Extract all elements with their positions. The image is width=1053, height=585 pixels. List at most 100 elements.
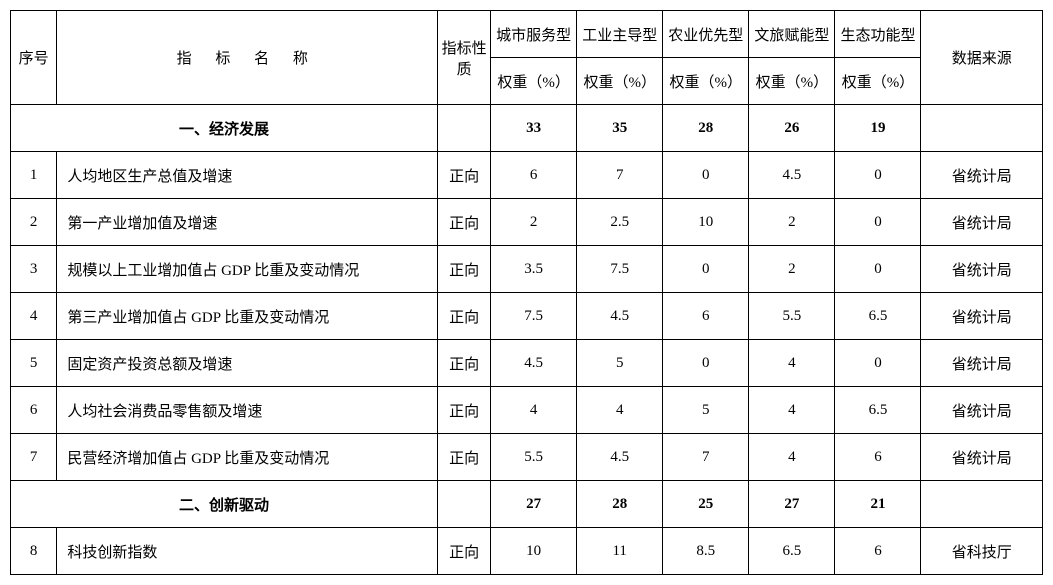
table-row: 7民营经济增加值占 GDP 比重及变动情况正向5.54.5746省统计局 [11,434,1043,481]
header-weight-0: 权重（%） [491,58,577,105]
cell-weight: 4 [749,434,835,481]
cell-weight: 6 [835,528,921,575]
cell-seq: 3 [11,246,57,293]
cell-weight: 4.5 [491,340,577,387]
section-title: 一、经济发展 [11,105,438,152]
header-weight-3: 权重（%） [749,58,835,105]
cell-weight: 6 [835,434,921,481]
cell-name: 规模以上工业增加值占 GDP 比重及变动情况 [57,246,438,293]
section-source-empty [921,105,1043,152]
table-row: 3规模以上工业增加值占 GDP 比重及变动情况正向3.57.5020省统计局 [11,246,1043,293]
cell-source: 省统计局 [921,152,1043,199]
cell-weight: 6.5 [749,528,835,575]
header-type-2: 农业优先型 [663,11,749,58]
cell-name: 民营经济增加值占 GDP 比重及变动情况 [57,434,438,481]
cell-source: 省科技厅 [921,528,1043,575]
cell-weight: 10 [491,528,577,575]
cell-weight: 6 [491,152,577,199]
cell-weight: 8.5 [663,528,749,575]
cell-weight: 4.5 [577,293,663,340]
cell-weight: 5.5 [749,293,835,340]
cell-name: 第三产业增加值占 GDP 比重及变动情况 [57,293,438,340]
cell-source: 省统计局 [921,293,1043,340]
header-seq: 序号 [11,11,57,105]
cell-weight: 4 [491,387,577,434]
cell-source: 省统计局 [921,199,1043,246]
cell-weight: 2 [749,199,835,246]
cell-source: 省统计局 [921,387,1043,434]
cell-weight: 0 [835,199,921,246]
cell-weight: 7.5 [491,293,577,340]
cell-weight: 0 [835,340,921,387]
cell-nature: 正向 [438,340,491,387]
cell-weight: 4.5 [577,434,663,481]
cell-weight: 11 [577,528,663,575]
header-type-4: 生态功能型 [835,11,921,58]
header-type-1: 工业主导型 [577,11,663,58]
header-type-0: 城市服务型 [491,11,577,58]
cell-weight: 0 [663,152,749,199]
table-row: 1人均地区生产总值及增速正向6704.50省统计局 [11,152,1043,199]
section-weight: 26 [749,105,835,152]
cell-nature: 正向 [438,434,491,481]
cell-name: 人均地区生产总值及增速 [57,152,438,199]
cell-weight: 6.5 [835,387,921,434]
table-row: 5固定资产投资总额及增速正向4.55040省统计局 [11,340,1043,387]
cell-seq: 8 [11,528,57,575]
header-source: 数据来源 [921,11,1043,105]
cell-weight: 3.5 [491,246,577,293]
table-header: 序号 指 标 名 称 指标性质 城市服务型 工业主导型 农业优先型 文旅赋能型 … [11,11,1043,105]
cell-weight: 0 [663,246,749,293]
section-source-empty [921,481,1043,528]
cell-name: 固定资产投资总额及增速 [57,340,438,387]
section-weight: 27 [749,481,835,528]
cell-weight: 10 [663,199,749,246]
cell-weight: 2 [749,246,835,293]
section-weight: 19 [835,105,921,152]
cell-weight: 6.5 [835,293,921,340]
cell-weight: 5.5 [491,434,577,481]
table-row: 8科技创新指数正向10118.56.56省科技厅 [11,528,1043,575]
cell-nature: 正向 [438,293,491,340]
cell-weight: 0 [835,152,921,199]
table-body: 一、经济发展33352826191人均地区生产总值及增速正向6704.50省统计… [11,105,1043,575]
cell-seq: 5 [11,340,57,387]
header-weight-4: 权重（%） [835,58,921,105]
header-weight-1: 权重（%） [577,58,663,105]
section-weight: 28 [577,481,663,528]
cell-weight: 2.5 [577,199,663,246]
cell-name: 第一产业增加值及增速 [57,199,438,246]
cell-weight: 7 [663,434,749,481]
section-weight: 33 [491,105,577,152]
header-nature: 指标性质 [438,11,491,105]
cell-seq: 7 [11,434,57,481]
section-weight: 28 [663,105,749,152]
cell-weight: 6 [663,293,749,340]
cell-seq: 4 [11,293,57,340]
section-weight: 35 [577,105,663,152]
cell-weight: 4.5 [749,152,835,199]
cell-weight: 4 [749,340,835,387]
cell-weight: 5 [577,340,663,387]
cell-nature: 正向 [438,152,491,199]
cell-nature: 正向 [438,199,491,246]
cell-source: 省统计局 [921,434,1043,481]
cell-weight: 7 [577,152,663,199]
section-nature-empty [438,481,491,528]
cell-name: 科技创新指数 [57,528,438,575]
cell-source: 省统计局 [921,246,1043,293]
section-weight: 25 [663,481,749,528]
header-type-3: 文旅赋能型 [749,11,835,58]
table-row: 2第一产业增加值及增速正向22.51020省统计局 [11,199,1043,246]
cell-seq: 1 [11,152,57,199]
cell-weight: 7.5 [577,246,663,293]
cell-seq: 6 [11,387,57,434]
section-weight: 21 [835,481,921,528]
section-nature-empty [438,105,491,152]
cell-nature: 正向 [438,528,491,575]
cell-nature: 正向 [438,246,491,293]
table-row: 6人均社会消费品零售额及增速正向44546.5省统计局 [11,387,1043,434]
cell-weight: 0 [663,340,749,387]
cell-weight: 4 [749,387,835,434]
cell-weight: 2 [491,199,577,246]
